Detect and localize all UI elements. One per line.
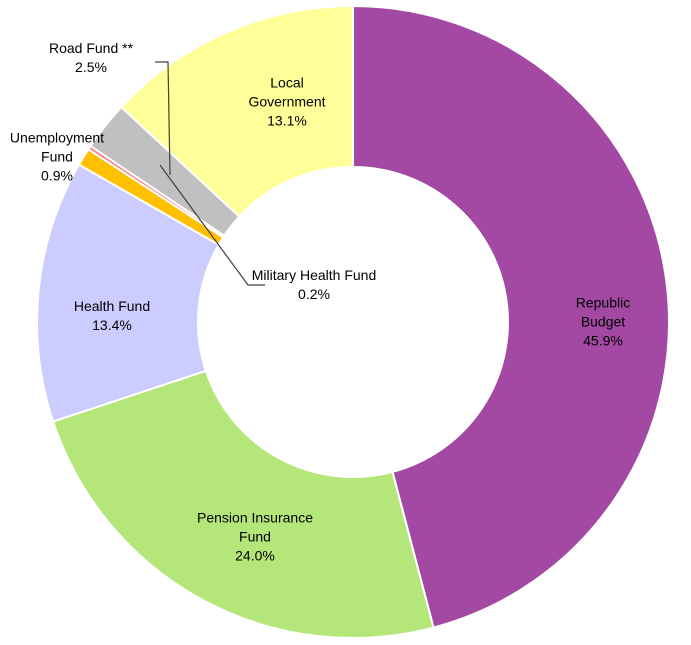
slice-label: Unemployment Fund 0.9% bbox=[7, 129, 107, 186]
category-name: Road Fund ** bbox=[48, 40, 134, 56]
leader-line bbox=[155, 61, 171, 176]
slice-label: Republic Budget 45.9% bbox=[558, 294, 648, 351]
slice-label: Local Government 13.1% bbox=[232, 74, 342, 131]
slice-label: Military Health Fund 0.2% bbox=[249, 266, 379, 304]
value-label: 13.1% bbox=[267, 112, 307, 129]
category-name: Health Fund bbox=[73, 298, 151, 314]
category-name: Military Health Fund bbox=[251, 267, 377, 283]
category-name: Local Government bbox=[248, 74, 326, 110]
slice bbox=[119, 4, 354, 219]
category-name: Unemployment Fund bbox=[9, 129, 105, 165]
value-label: 45.9% bbox=[583, 332, 623, 349]
value-label: 13.4% bbox=[92, 317, 132, 333]
value-label: 0.9% bbox=[41, 167, 73, 184]
value-label: 24.0% bbox=[235, 547, 275, 564]
slice bbox=[51, 369, 435, 639]
category-name: Republic Budget bbox=[575, 294, 631, 330]
slice-label: Pension Insurance Fund 24.0% bbox=[185, 509, 325, 566]
slice bbox=[36, 163, 220, 423]
value-label: 0.2% bbox=[298, 286, 330, 302]
slice-label: Road Fund ** 2.5% bbox=[31, 39, 151, 77]
category-name: Pension Insurance Fund bbox=[197, 509, 313, 545]
slice-label: Health Fund 13.4% bbox=[57, 297, 167, 335]
slice bbox=[352, 4, 670, 629]
leader-line bbox=[159, 164, 265, 286]
value-label: 2.5% bbox=[75, 59, 107, 75]
